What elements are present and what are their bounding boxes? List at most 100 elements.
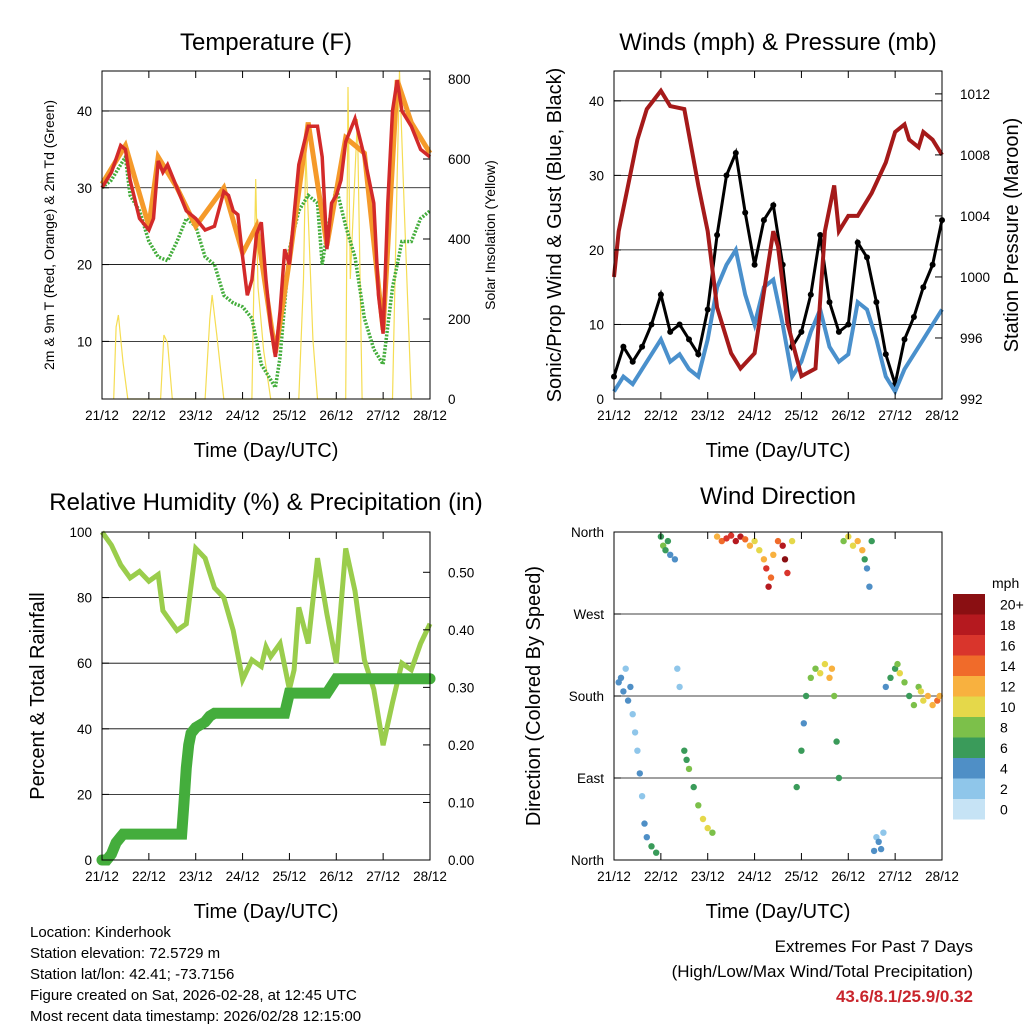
winds-title: Winds (mph) & Pressure (mb) [619,29,936,56]
x-tick-label: 23/12 [179,869,213,884]
y2-tick-label: 0.10 [448,795,474,810]
gust-line [612,147,944,391]
humidity-plot-frame [101,531,431,861]
direction-point [826,674,833,681]
x-tick-label: 23/12 [179,408,213,423]
x-tick-label: 26/12 [831,408,865,423]
direction-point [901,679,908,686]
x-tick-label: 28/12 [925,408,959,423]
direction-point [713,533,721,540]
temperature-series [99,79,433,393]
direction-point [676,683,683,691]
winds-left-ticks: 0 10 20 30 40 [589,94,621,407]
direction-point [727,532,735,539]
direction-point [742,536,749,543]
direction-point [854,537,861,545]
direction-point [674,665,681,672]
winds-ylabel-left: Sonic/Prop Wind & Gust (Blue, Black) [544,68,566,403]
direction-point [636,770,643,777]
direction-point [920,697,927,704]
x-tick-label: 26/12 [319,869,353,884]
humidity-left-ticks: 0 20 40 60 80 100 [69,525,109,868]
direction-point [877,845,885,853]
direction-point [751,537,758,545]
y2-tick-label: 800 [448,72,471,87]
legend-swatch [953,799,985,820]
direction-point [723,535,730,542]
winds-ylabel-right: Station Pressure (Maroon) [1001,118,1023,353]
x-tick-label: 21/12 [597,408,631,423]
temperature-right-ticks: 0 200 400 600 800 [423,72,471,407]
y2-tick-label: 0.20 [448,738,474,753]
temperature-title: Temperature (F) [180,29,352,56]
legend-label: 12 [1000,678,1016,694]
direction-point [894,660,901,668]
direction-point [732,537,739,545]
direction-point [622,665,629,672]
direction-point [817,670,824,677]
x-tick-label: 24/12 [738,408,772,423]
legend-label: 8 [1000,719,1008,735]
legend-swatch [953,614,985,635]
direction-xlabel: Time (Day/UTC) [706,901,851,923]
humidity-series [96,530,436,866]
precipitation-line [96,673,436,866]
direction-ylabel-left: Direction (Colored By Speed) [523,566,545,826]
winds-plot-frame [613,70,943,400]
temperature-left-ticks: 10 20 30 40 [77,104,109,349]
direction-point [863,565,871,572]
winds-panel: Winds (mph) & Pressure (mb) 21/12 22/12 23… [544,29,1023,462]
y-tick-label: 60 [77,656,92,671]
legend-swatch [953,594,985,615]
direction-point [718,537,725,545]
direction-point [828,665,836,672]
y-tick-label: 100 [69,525,92,540]
x-tick-label: 27/12 [366,869,400,884]
wind-line [612,244,944,396]
y2-tick-label: 400 [448,232,471,247]
legend-swatch [953,758,985,779]
legend-label: 6 [1000,740,1008,756]
legend-label: 14 [1000,658,1016,674]
direction-point [767,574,775,581]
y-tick-label: North [571,525,604,540]
direction-point [800,720,807,727]
y2-tick-label: 1012 [960,87,990,102]
y2-tick-label: 0.40 [448,623,474,638]
extremes-values: 43.6/8.1/25.9/0.32 [835,987,973,1006]
direction-point [624,697,632,704]
direction-point [784,569,791,577]
y-tick-label: 30 [77,181,92,196]
direction-point [699,815,707,823]
direction-x-ticks: 21/12 22/12 23/12 24/12 25/12 26/12 27/12 28/12 [597,532,959,884]
x-tick-label: 24/12 [226,869,260,884]
x-tick-label: 21/12 [597,869,631,884]
direction-point [709,829,716,836]
direction-point [866,583,873,590]
y-tick-label: 20 [589,243,604,258]
x-tick-label: 27/12 [878,408,912,423]
y-tick-label: West [573,607,604,622]
direction-point [685,765,693,773]
temperature-plot-frame [101,70,431,400]
y-tick-label: 0 [84,853,92,868]
direction-gridlines [614,531,942,861]
x-tick-label: 25/12 [273,408,307,423]
station-info: Location: Kinderhook Station elevation: … [30,922,361,1027]
humidity-right-ticks: 0.00 0.10 0.20 0.30 0.40 0.50 [423,565,474,868]
y-tick-label: 20 [77,787,92,802]
direction-point [774,537,782,545]
direction-point [861,556,868,563]
direction-point [798,747,805,754]
direction-point [910,701,918,709]
legend-label: 0 [1000,801,1008,817]
direction-point [917,688,925,695]
humidity-title: Relative Humidity (%) & Precipitation (i… [49,489,482,516]
y2-tick-label: 0.00 [448,853,474,868]
direction-point [793,783,800,791]
direction-point [779,542,786,549]
legend-label: 2 [1000,781,1008,797]
legend-swatch [953,778,985,799]
direction-point [683,756,690,763]
y-tick-label: 40 [77,722,92,737]
